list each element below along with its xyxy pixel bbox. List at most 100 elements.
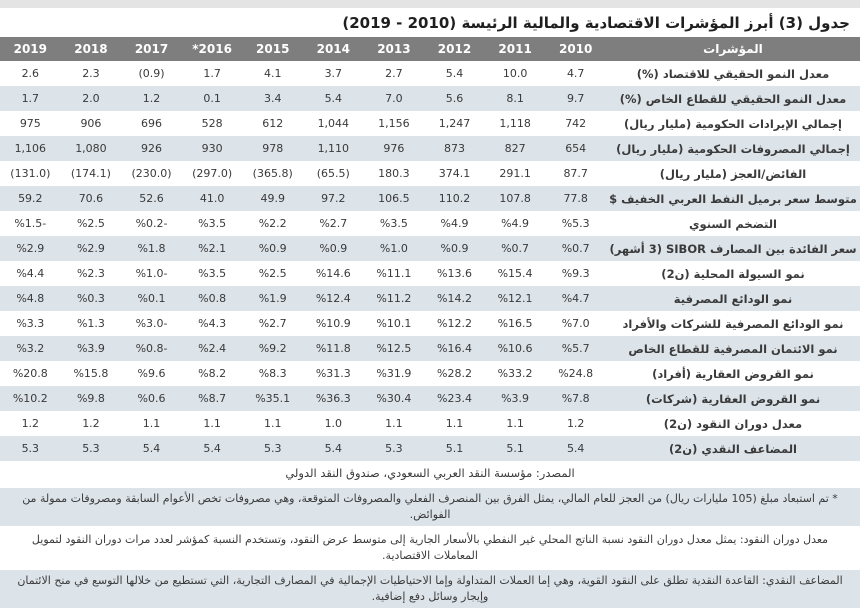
value-cell: 106.5 <box>378 192 410 205</box>
value-cell: %12.2 <box>437 317 472 330</box>
table-row: إجمالي الإيرادات الحكومية (مليار ريال) 74… <box>0 111 860 136</box>
value-cell: %3.5 <box>198 217 227 230</box>
value-cell: %10.6 <box>497 342 533 355</box>
value-cell: %14.6 <box>315 267 351 280</box>
column-header-year: 2011 <box>484 37 546 61</box>
table-row: معدل دوران النقود (ن2) 1.2 1.1 1.1 1.1 1.0 1.1… <box>0 411 860 436</box>
value-cell: 3.4 <box>263 92 282 105</box>
value-cell: %8.7 <box>198 392 227 405</box>
value-cell: %8.3 <box>258 367 287 380</box>
value-cell: %3.5 <box>379 217 408 230</box>
value-cell: 612 <box>262 117 284 130</box>
value-cell: 97.2 <box>321 192 346 205</box>
value-cell: %15.4 <box>497 267 533 280</box>
value-cell: %31.3 <box>315 367 351 380</box>
value-cell: 528 <box>201 117 223 130</box>
value-cell: 696 <box>141 117 163 130</box>
value-cell: 926 <box>141 142 163 155</box>
value-cell: 41.0 <box>199 192 225 205</box>
value-cell: 873 <box>444 142 465 155</box>
value-cell: 1.0 <box>324 417 343 430</box>
value-cell: %35.1 <box>255 392 291 405</box>
value-cell: %0.7 <box>501 242 530 255</box>
value-cell: %3.3 <box>16 317 45 330</box>
value-cell: 1.7 <box>203 67 221 80</box>
value-cell: 1,118 <box>499 117 531 130</box>
value-cell: %15.8 <box>73 367 109 380</box>
value-cell: 1.2 <box>142 92 161 105</box>
indicator-label: معدل دوران النقود (ن2) <box>663 416 803 431</box>
value-cell: 87.7 <box>563 167 588 180</box>
indicator-label: متوسط سعر برميل النفط العربي الخفيف $ <box>609 191 857 206</box>
indicator-label: نمو الودائع المصرفية للشركات والأفراد <box>622 316 844 331</box>
value-cell: %4.7 <box>561 292 590 305</box>
value-cell: %10.9 <box>315 317 351 330</box>
table-row: معدل النمو الحقيقي للاقتصاد (%) 4.7 10.0 5.… <box>0 61 860 86</box>
value-cell: 1.7 <box>21 92 40 105</box>
value-cell: 906 <box>80 117 102 130</box>
value-cell: 1.1 <box>445 417 464 430</box>
value-cell: 9.7 <box>566 92 585 105</box>
value-cell: 4.7 <box>566 67 585 80</box>
value-cell: 1,106 <box>14 142 47 155</box>
footnote-money-multiplier-definition: المضاعف النقدي: القاعدة النقدية تطلق على… <box>0 570 860 608</box>
value-cell: %16.4 <box>437 342 472 355</box>
value-cell: %1.0- <box>135 267 168 280</box>
value-cell: %3.9 <box>501 392 530 405</box>
value-cell: %2.9 <box>76 242 105 255</box>
indicator-label: سعر الفائدة بين المصارف SIBOR (3 أشهر) <box>609 241 857 256</box>
column-header-indicators: المؤشرات <box>605 37 860 61</box>
value-cell: %4.9 <box>501 217 530 230</box>
indicator-label: المضاعف النقدي (ن2) <box>669 441 797 456</box>
value-cell: 1.2 <box>82 417 100 430</box>
value-cell: %11.8 <box>315 342 351 355</box>
value-cell: 4.1 <box>263 67 282 80</box>
value-cell: %0.8 <box>198 292 227 305</box>
table-row: نمو السيولة المحلية (ن2) %9.3 %15.4 %13.6 %1… <box>0 261 860 286</box>
source-note: المصدر: مؤسسة النقد العربي السعودي، صندو… <box>0 461 860 485</box>
value-cell: 930 <box>201 142 223 155</box>
table-header-row: المؤشرات 2010 2011 2012 2013 2014 2015 *2016 201… <box>0 37 860 61</box>
top-strip <box>0 0 860 8</box>
indicator-label: التضخم السنوي <box>688 216 777 231</box>
value-cell: 49.9 <box>260 192 285 205</box>
indicator-label: نمو السيولة المحلية (ن2) <box>661 266 805 281</box>
value-cell: %2.3 <box>76 267 105 280</box>
indicator-label: نمو القروض العقارية (شركات) <box>645 391 821 406</box>
column-header-year: 2018 <box>60 37 122 61</box>
value-cell: 2.7 <box>385 67 403 80</box>
value-cell: 374.1 <box>438 167 471 180</box>
value-cell: 1,044 <box>317 117 350 130</box>
value-cell: %3.9 <box>76 342 105 355</box>
value-cell: 291.1 <box>499 167 531 180</box>
table-row: نمو القروض العقارية (شركات) %7.8 %3.9 %23.4… <box>0 386 860 411</box>
value-cell: 1,156 <box>378 117 410 130</box>
value-cell: 742 <box>565 117 587 130</box>
indicators-table: المؤشرات 2010 2011 2012 2013 2014 2015 *2016 201… <box>0 37 860 485</box>
indicator-label: الفائض/العجز (مليار ريال) <box>659 166 807 181</box>
value-cell: 52.6 <box>139 192 164 205</box>
footnote-money-velocity-definition: معدل دوران النقود: يمثل معدل دوران النقو… <box>0 529 860 567</box>
value-cell: %2.5 <box>76 217 105 230</box>
value-cell: 1.1 <box>263 417 282 430</box>
indicator-label: إجمالي الإيرادات الحكومية (مليار ريال) <box>624 116 842 131</box>
value-cell: 107.8 <box>499 192 531 205</box>
table-row: معدل النمو الحقيقي للقطاع الخاص (%) 9.7 8.… <box>0 86 860 111</box>
table-row: نمو الودائع المصرفية للشركات والأفراد %7.… <box>0 311 860 336</box>
value-cell: %1.9 <box>258 292 287 305</box>
value-cell: %4.9 <box>440 217 469 230</box>
value-cell: %12.4 <box>315 292 351 305</box>
value-cell: %5.7 <box>561 342 590 355</box>
column-header-year: 2010 <box>545 37 606 61</box>
value-cell: %23.4 <box>437 392 472 405</box>
value-cell: %11.2 <box>376 292 412 305</box>
value-cell: %20.8 <box>12 367 48 380</box>
value-cell: 59.2 <box>18 192 43 205</box>
value-cell: %11.1 <box>376 267 412 280</box>
value-cell: 1.1 <box>385 417 403 430</box>
indicator-label: معدل النمو الحقيقي للقطاع الخاص (%) <box>619 91 847 106</box>
value-cell: 654 <box>565 142 587 155</box>
value-cell: (297.0) <box>192 167 233 180</box>
value-cell: %0.9 <box>319 242 348 255</box>
